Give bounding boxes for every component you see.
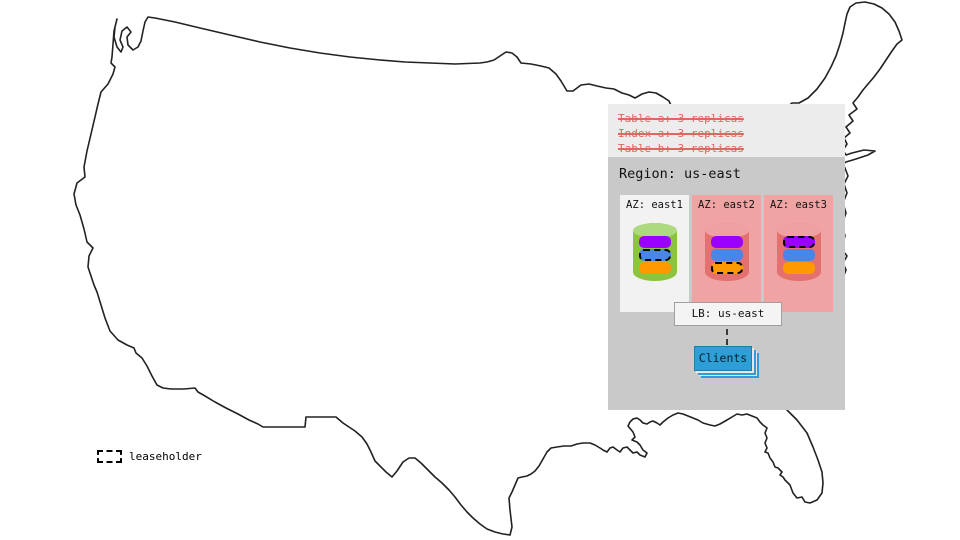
az-label: AZ: east3 xyxy=(770,199,827,211)
database-cylinder xyxy=(776,223,821,281)
replica-bar xyxy=(710,262,743,274)
az-label: AZ: east1 xyxy=(626,199,683,211)
replica-bar xyxy=(782,262,815,274)
clients-box: Clients xyxy=(694,346,752,371)
replica-bar xyxy=(710,249,743,261)
az-box-east2: AZ: east2 xyxy=(692,195,761,312)
az-box-east3: AZ: east3 xyxy=(764,195,833,312)
replica-bar xyxy=(638,262,671,274)
replica-bars xyxy=(777,236,821,274)
leaseholder-swatch xyxy=(97,450,122,463)
leaseholder-label: leaseholder xyxy=(129,450,202,463)
policy-line: Table b: 3 replicas xyxy=(618,142,744,155)
leaseholder-legend: leaseholder xyxy=(97,450,202,463)
az-box-east1: AZ: east1 xyxy=(620,195,689,312)
load-balancer-box: LB: us-east xyxy=(674,302,782,326)
replica-bars xyxy=(633,236,677,274)
replication-policy-list: Table a: 3 replicas Index a: 3 replicas … xyxy=(608,104,845,157)
az-row: AZ: east1 AZ: east2 xyxy=(620,195,833,312)
lb-clients-connector xyxy=(726,329,728,345)
replica-bar xyxy=(782,249,815,261)
region-title: Region: us-east xyxy=(619,166,741,182)
az-label: AZ: east2 xyxy=(698,199,755,211)
policy-line: Table a: 3 replicas xyxy=(618,112,744,125)
region-panel: Table a: 3 replicas Index a: 3 replicas … xyxy=(608,104,845,410)
replica-bars xyxy=(705,236,749,274)
replica-bar xyxy=(710,236,743,248)
replica-bar xyxy=(638,249,671,261)
database-cylinder xyxy=(704,223,749,281)
policy-line: Index a: 3 replicas xyxy=(618,127,744,140)
replica-bar xyxy=(782,236,815,248)
replica-bar xyxy=(638,236,671,248)
database-cylinder xyxy=(632,223,677,281)
